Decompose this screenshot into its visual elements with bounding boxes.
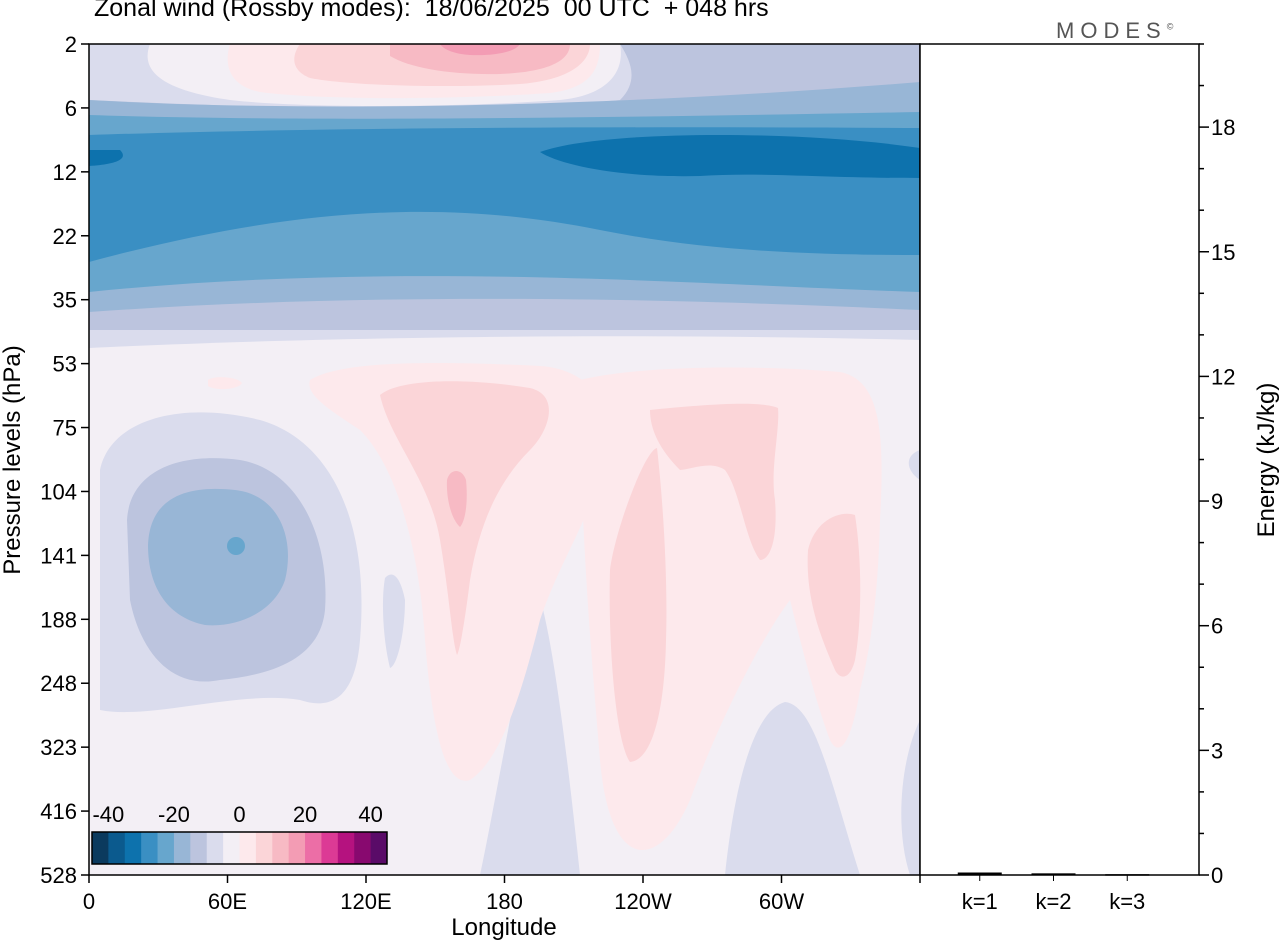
westerly-cell-100W <box>609 448 667 762</box>
colorbar-swatch <box>92 832 109 864</box>
westerly-tongue-170E-core <box>446 471 467 527</box>
energy-tick-label: 9 <box>1211 489 1223 514</box>
y-tick-label: 35 <box>53 288 77 313</box>
y-tick-label: 104 <box>40 479 77 504</box>
westerly-cap-mid-pink <box>390 44 570 75</box>
colorbar-swatch <box>173 832 191 864</box>
energy-tick-label: 12 <box>1211 364 1235 389</box>
colorbar-swatch <box>321 832 339 864</box>
westerly-cap-core <box>440 44 520 56</box>
colorbar-swatch <box>354 832 372 864</box>
energy-tick-label: 0 <box>1211 863 1223 888</box>
colorbar-frame <box>91 831 388 865</box>
y-tick-label: 6 <box>65 96 77 121</box>
y-tick-label: 141 <box>40 543 77 568</box>
colorbar-swatch <box>255 832 273 864</box>
easterly-core-west <box>89 150 123 166</box>
energy-tick-label: 15 <box>1211 240 1235 265</box>
x-tick-label: 180 <box>486 889 523 914</box>
colorbar-swatch <box>108 832 126 864</box>
westerly-cell-25W <box>807 513 861 677</box>
westerly-blob-60E <box>208 377 242 390</box>
colorbar-swatch <box>272 832 290 864</box>
westerly-tongue-170E <box>380 381 549 655</box>
easterly-tongue-60W <box>725 702 860 875</box>
colorbar: -40 -20 0 20 40 <box>91 802 388 865</box>
colorbar-swatch <box>223 832 240 864</box>
colorbar-swatch <box>288 832 306 864</box>
colorbar-tick-label: 40 <box>358 802 382 827</box>
energy-category-label: k=3 <box>1109 889 1145 914</box>
brand-text: MODES <box>1056 18 1167 43</box>
energy-tick-label: 18 <box>1211 115 1235 140</box>
y-tick-label: 248 <box>40 671 77 696</box>
x-tick-label: 60W <box>759 889 804 914</box>
colorbar-swatch <box>190 832 208 864</box>
x-tick-label: 120W <box>614 889 672 914</box>
y-tick-label: 22 <box>53 224 77 249</box>
energy-axis-label: Energy (kJ/kg) <box>1253 383 1280 538</box>
easterly-cell-core <box>227 537 245 555</box>
westerly-cell-80W <box>650 403 779 560</box>
energy-tick-label: 3 <box>1211 738 1223 763</box>
energy-category-label: k=2 <box>1035 889 1071 914</box>
axes-layer: 0 60E 120E 180 120W 60W2612223553751041411882… <box>40 32 1235 914</box>
chart-title: Zonal wind (Rossby modes): 18/06/2025 00… <box>94 0 769 22</box>
energy-panel <box>919 43 1200 876</box>
colorbar-tick-label: 0 <box>233 802 245 827</box>
easterly-core-east <box>540 134 920 178</box>
easterly-tongue-180 <box>480 598 580 875</box>
energy-category-label: k=1 <box>962 889 998 914</box>
energy-bar <box>1031 873 1076 875</box>
colorbar-tick-label: 20 <box>293 802 317 827</box>
easterly-cell-inner <box>148 488 288 626</box>
energy-bar <box>957 872 1002 875</box>
x-tick-label: 120E <box>340 889 391 914</box>
energy-bar <box>1105 874 1150 876</box>
y-tick-label: 2 <box>65 32 77 57</box>
easterly-sliver-125E <box>382 574 405 668</box>
energy-tick-label: 6 <box>1211 614 1223 639</box>
colorbar-swatch <box>124 832 142 864</box>
colorbar-swatch <box>157 832 175 864</box>
easterly-patch-east-low <box>901 720 920 875</box>
y-tick-label: 416 <box>40 799 77 824</box>
y-tick-label: 323 <box>40 735 77 760</box>
contour-plot <box>89 44 920 875</box>
colorbar-tick-label: -40 <box>92 802 124 827</box>
colorbar-swatch <box>305 832 322 864</box>
easterly-patch-east <box>908 450 920 480</box>
colorbar-swatch <box>337 832 355 864</box>
x-tick-label: 60E <box>208 889 247 914</box>
x-axis-label: Longitude <box>451 914 556 941</box>
colorbar-swatch <box>239 832 257 864</box>
y-tick-label: 528 <box>40 863 77 888</box>
y-tick-label: 53 <box>53 352 77 377</box>
colorbar-swatch <box>206 832 224 864</box>
y-tick-label: 12 <box>53 160 77 185</box>
colorbar-swatch <box>370 832 388 864</box>
brand-mark: © <box>1166 21 1174 32</box>
colorbar-swatch <box>141 832 159 864</box>
brand-logo: MODES© <box>1056 18 1173 44</box>
y-tick-label: 75 <box>53 416 77 441</box>
x-tick-label: 0 <box>83 889 95 914</box>
colorbar-tick-label: -20 <box>158 802 190 827</box>
y-axis-label: Pressure levels (hPa) <box>0 345 26 574</box>
y-tick-label: 188 <box>40 607 77 632</box>
energy-bars: k=1 k=2 k=3 <box>957 872 1150 914</box>
